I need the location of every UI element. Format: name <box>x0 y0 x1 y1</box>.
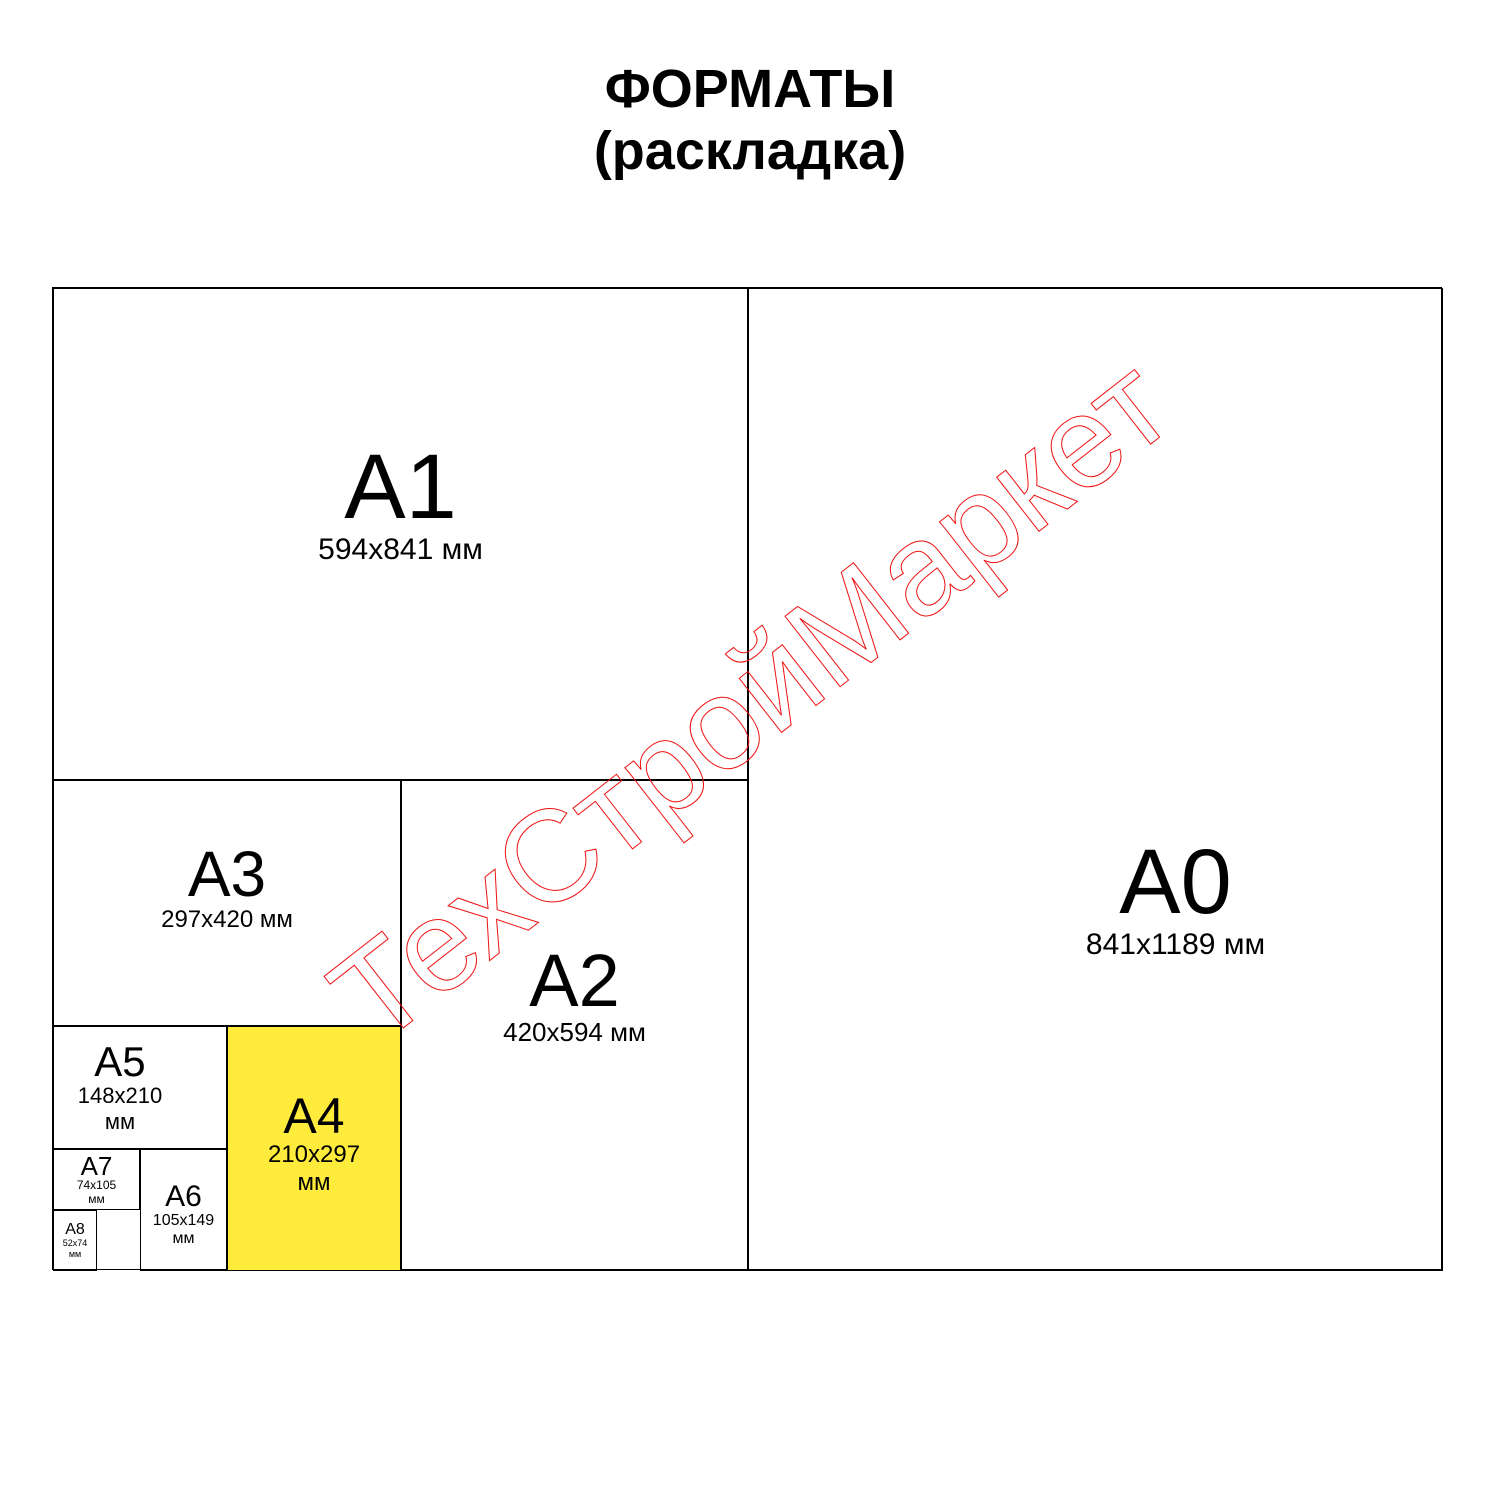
format-dimensions: 74x105 мм <box>77 1179 116 1207</box>
title-line-1: ФОРМАТЫ <box>0 58 1500 120</box>
format-a5: A5148x210 мм <box>53 1026 227 1149</box>
format-a7: A774x105 мм <box>53 1149 140 1210</box>
format-dimensions: 52x74 мм <box>63 1238 88 1259</box>
format-name: A6 <box>153 1182 214 1212</box>
format-name: A3 <box>161 842 293 906</box>
format-name: A4 <box>268 1091 360 1141</box>
format-a2: A2420x594 мм <box>401 780 748 1271</box>
format-dimensions: 105x149 мм <box>153 1212 214 1249</box>
format-name: A2 <box>503 944 646 1018</box>
paper-formats-diagram: A0841x1189 ммA1594x841 ммA2420x594 ммA32… <box>52 287 1442 1270</box>
format-dimensions: 594x841 мм <box>318 533 483 568</box>
format-a0: A0841x1189 мм <box>748 288 1443 1271</box>
format-name: A8 <box>63 1222 88 1238</box>
format-dimensions: 841x1189 мм <box>1086 928 1265 963</box>
format-a1: A1594x841 мм <box>53 288 748 780</box>
format-dimensions: 210x297 мм <box>268 1141 360 1196</box>
title-block: ФОРМАТЫ (раскладка) <box>0 58 1500 182</box>
format-a6: A6105x149 мм <box>140 1149 227 1271</box>
format-dimensions: 148x210 мм <box>78 1083 162 1134</box>
format-a8: A852x74 мм <box>53 1210 97 1271</box>
format-a3: A3297x420 мм <box>53 780 401 1026</box>
format-name: A0 <box>1086 836 1265 928</box>
format-name: A5 <box>78 1041 162 1083</box>
format-dimensions: 420x594 мм <box>503 1018 646 1048</box>
format-name: A7 <box>77 1153 116 1179</box>
title-line-2: (раскладка) <box>0 120 1500 182</box>
format-name: A1 <box>318 441 483 533</box>
format-a4: A4210x297 мм <box>227 1026 401 1271</box>
format-dimensions: 297x420 мм <box>161 906 293 934</box>
